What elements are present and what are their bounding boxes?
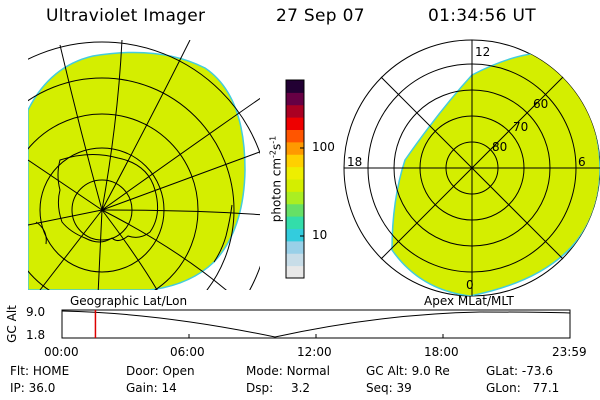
status-gain: Gain: 14: [126, 381, 177, 395]
colorbar-segment: [286, 265, 304, 279]
instrument-title: Ultraviolet Imager: [46, 6, 206, 26]
colorbar-segment: [286, 179, 304, 192]
status-flt: Flt: HOME: [10, 364, 70, 378]
magnetic-caption: Apex MLat/MLT: [424, 294, 514, 308]
date-label: 27 Sep 07: [276, 6, 365, 26]
mlat-label-80: 80: [492, 140, 508, 154]
colorbar-segment: [286, 154, 304, 168]
colorbar-segment: [286, 80, 304, 93]
colorbar-tick-100: 100: [312, 140, 335, 154]
colorbar-segment: [286, 166, 304, 180]
altitude-ylabel: GC Alt: [5, 305, 19, 343]
colorbar-segment: [286, 191, 304, 205]
status-dsp: Dsp: 3.2: [246, 381, 311, 395]
lon-lines: [28, 40, 260, 290]
colorbar-unit-label: photon cm-2s-1: [268, 135, 284, 223]
colorbar-segment: [286, 253, 304, 267]
colorbar-frame: [285, 79, 305, 279]
mlt-label-12: 12: [475, 45, 491, 59]
colorbar-segment: [286, 104, 304, 118]
status-glon: GLon: 77.1: [486, 381, 560, 395]
status-ip: IP: 36.0: [10, 381, 56, 395]
geographic-caption: Geographic Lat/Lon: [70, 294, 188, 308]
x-tick-1800: 18:00: [424, 345, 459, 359]
colorbar-segment: [286, 228, 304, 242]
magnetic-polar-plot: [343, 39, 600, 297]
colorbar-segment: [286, 203, 304, 217]
colorbar-segment: [286, 216, 304, 229]
mlt-label-0: 0: [466, 278, 474, 292]
colorbar-segment: [286, 117, 304, 130]
aurora-image-left: [28, 51, 246, 290]
mlt-label-6: 6: [578, 155, 586, 169]
geographic-map: [28, 40, 260, 290]
mlt-label-18: 18: [347, 155, 363, 169]
status-gc-alt: GC Alt: 9.0 Re: [366, 364, 450, 378]
colorbar-segment: [286, 129, 304, 143]
x-tick-2359: 23:59: [552, 345, 587, 359]
altitude-x-ticks: [188, 334, 444, 338]
status-seq: Seq: 39: [366, 381, 412, 395]
status-glat: GLat: -73.6: [486, 364, 553, 378]
mlat-label-60: 60: [533, 97, 549, 111]
x-tick-0600: 06:00: [170, 345, 205, 359]
altitude-plot-frame: [61, 309, 571, 339]
antarctica-coastline: [57, 154, 159, 243]
status-mode: Mode: Normal: [246, 364, 330, 378]
x-tick-1200: 12:00: [297, 345, 332, 359]
altitude-ymax: 9.0: [26, 305, 46, 319]
colorbar-tick-10: 10: [312, 228, 328, 242]
colorbar: [286, 80, 304, 279]
altitude-curve: [61, 310, 571, 338]
colorbar-segment: [286, 92, 304, 106]
colorbar-segment: [286, 240, 304, 254]
mlat-label-70: 70: [513, 120, 529, 134]
colorbar-segment: [286, 141, 304, 155]
x-tick-0000: 00:00: [44, 345, 79, 359]
altitude-plot: [61, 309, 571, 339]
status-door: Door: Open: [126, 364, 195, 378]
altitude-ymin: 1.8: [26, 328, 46, 342]
time-label: 01:34:56 UT: [428, 6, 536, 26]
lat-circles: [28, 41, 260, 290]
mlt-spokes: [344, 40, 600, 296]
